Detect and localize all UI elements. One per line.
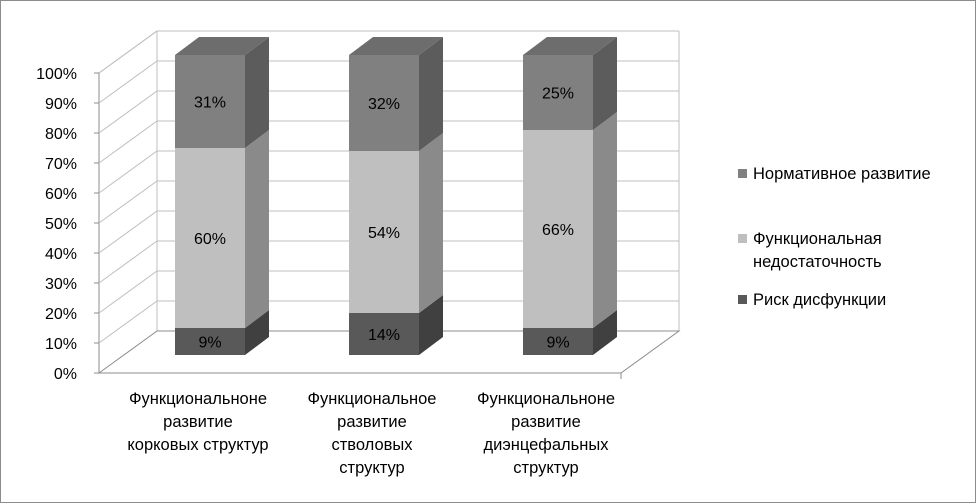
bar-segment: 25%: [523, 37, 617, 130]
category-label: Функциональноне: [477, 390, 615, 408]
bar-side: [419, 295, 443, 355]
bar-side: [245, 130, 269, 328]
legend-swatch: [738, 295, 747, 304]
legend: Нормативное развитие Функциональная недост…: [738, 165, 931, 309]
bar-front: [175, 328, 245, 355]
y-tick-label: 90%: [45, 96, 77, 113]
data-label: 14%: [368, 327, 400, 344]
data-label: 25%: [542, 86, 574, 103]
bar-front: [175, 148, 245, 328]
gridline: [98, 180, 679, 224]
bar-front: [349, 151, 419, 313]
bar-front: [175, 55, 245, 148]
data-label: 32%: [368, 96, 400, 113]
bar-top: [349, 37, 443, 55]
bar-segment: 14%: [349, 295, 443, 355]
gridline: [98, 150, 679, 194]
gridline: [98, 30, 679, 74]
gridlines: [94, 30, 679, 374]
category-label: Функциональное: [308, 390, 437, 408]
bars: 9% 60% 31% 14% 54% 32% 9% 66% 25%: [175, 37, 617, 355]
bar-segment: 54%: [349, 133, 443, 313]
category-label: структур: [513, 459, 578, 477]
category-label: Функциональноне: [129, 390, 267, 408]
category-label: стволовых: [331, 436, 413, 454]
bar-top: [175, 37, 269, 55]
bar-segment: 31%: [175, 37, 269, 148]
bar-front: [523, 328, 593, 355]
data-label: 31%: [194, 95, 226, 112]
bar-segment: 9%: [523, 310, 617, 355]
gridline: [98, 210, 679, 254]
y-tick-label: 20%: [45, 306, 77, 323]
bar-side: [419, 37, 443, 151]
data-label: 54%: [368, 225, 400, 242]
x-axis-category-labels: Функциональноне развитие корковых структур…: [127, 390, 615, 477]
bar-segment: 9%: [175, 310, 269, 355]
category-label: развитие: [163, 413, 233, 431]
y-tick-label: 0%: [54, 366, 77, 383]
legend-label: Нормативное развитие: [753, 165, 931, 183]
bar-side: [593, 112, 617, 328]
gridline: [98, 120, 679, 164]
bar-segment: 60%: [175, 130, 269, 328]
bar-front: [349, 55, 419, 151]
data-label: 9%: [546, 335, 569, 352]
data-label: 66%: [542, 222, 574, 239]
bar-side: [245, 37, 269, 148]
y-axis-tick-labels: 0% 10% 20% 30% 40% 50% 60% 70% 80% 90% 100%: [36, 66, 77, 383]
bar-top: [523, 37, 617, 55]
bar-side: [245, 310, 269, 355]
y-tick-label: 50%: [45, 216, 77, 233]
bar-front: [349, 313, 419, 355]
category-label: развитие: [337, 413, 407, 431]
data-label: 9%: [198, 335, 221, 352]
y-tick-label: 30%: [45, 276, 77, 293]
y-tick-label: 80%: [45, 126, 77, 143]
y-tick-label: 70%: [45, 156, 77, 173]
legend-label: Функциональная: [753, 230, 882, 248]
y-tick-label: 40%: [45, 246, 77, 263]
gridline: [98, 240, 679, 284]
bar-front: [523, 55, 593, 130]
bar-front: [523, 130, 593, 328]
category-label: корковых структур: [127, 436, 268, 454]
legend-label: Риск дисфункции: [753, 291, 886, 309]
y-tick-label: 100%: [36, 66, 77, 83]
legend-swatch: [738, 169, 747, 178]
bar-segment: 32%: [349, 37, 443, 151]
gridline: [98, 90, 679, 134]
gridline: [98, 270, 679, 314]
gridline: [98, 300, 679, 344]
y-tick-label: 60%: [45, 186, 77, 203]
data-label: 60%: [194, 231, 226, 248]
category-label: развитие: [511, 413, 581, 431]
category-label: диэнцефальных: [483, 436, 609, 454]
bar-side: [593, 37, 617, 130]
bar-side: [593, 310, 617, 355]
bar-segment: 66%: [523, 112, 617, 328]
legend-label: недостаточность: [753, 253, 882, 271]
floor: [97, 330, 681, 374]
legend-swatch: [738, 234, 747, 243]
category-label: структур: [339, 459, 404, 477]
bar-side: [419, 133, 443, 313]
y-tick-label: 10%: [45, 336, 77, 353]
gridline: [98, 60, 679, 104]
